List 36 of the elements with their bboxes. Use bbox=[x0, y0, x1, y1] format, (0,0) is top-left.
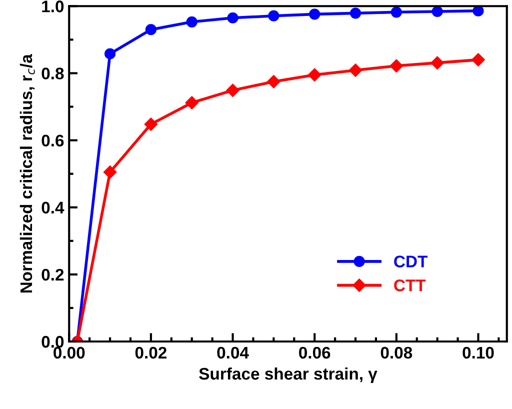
x-tick-label: 0.08 bbox=[380, 346, 412, 359]
point bbox=[185, 96, 198, 110]
point bbox=[268, 10, 280, 22]
point bbox=[472, 53, 485, 66]
point bbox=[348, 64, 362, 77]
x-tick-label: 0.04 bbox=[217, 346, 249, 359]
x-tick-label: 0.10 bbox=[462, 346, 494, 359]
point bbox=[432, 6, 443, 18]
point bbox=[472, 6, 484, 16]
y-tick-label: 0.6 bbox=[42, 134, 64, 146]
x-tick-label: 0.00 bbox=[54, 346, 85, 359]
legend-label: CDT bbox=[394, 256, 428, 268]
point bbox=[267, 75, 280, 88]
point bbox=[390, 59, 404, 72]
y-tick-label: 0.0 bbox=[42, 336, 64, 348]
point bbox=[308, 68, 322, 82]
point bbox=[390, 6, 402, 18]
point bbox=[350, 8, 362, 19]
point bbox=[144, 118, 158, 131]
y-tick-label: 0.4 bbox=[42, 202, 64, 214]
y-tick-label: 0.2 bbox=[42, 268, 64, 281]
x-tick-label: 0.06 bbox=[299, 346, 330, 359]
y-tick-label: 1.0 bbox=[42, 0, 64, 12]
y-axis-title: Normalized critical radius, r$_{c}$/a bbox=[20, 54, 35, 293]
point bbox=[104, 48, 116, 60]
point bbox=[145, 24, 156, 36]
point bbox=[309, 8, 320, 20]
x-tick-label: 0.02 bbox=[135, 346, 166, 359]
point bbox=[227, 12, 238, 24]
point bbox=[430, 56, 444, 70]
y-tick-label: 0.8 bbox=[42, 68, 64, 80]
point bbox=[103, 166, 117, 179]
legend-label: CTT bbox=[394, 280, 426, 292]
point bbox=[186, 16, 198, 28]
x-axis-title: Surface shear strain, γ bbox=[199, 367, 378, 383]
point bbox=[226, 84, 240, 97]
